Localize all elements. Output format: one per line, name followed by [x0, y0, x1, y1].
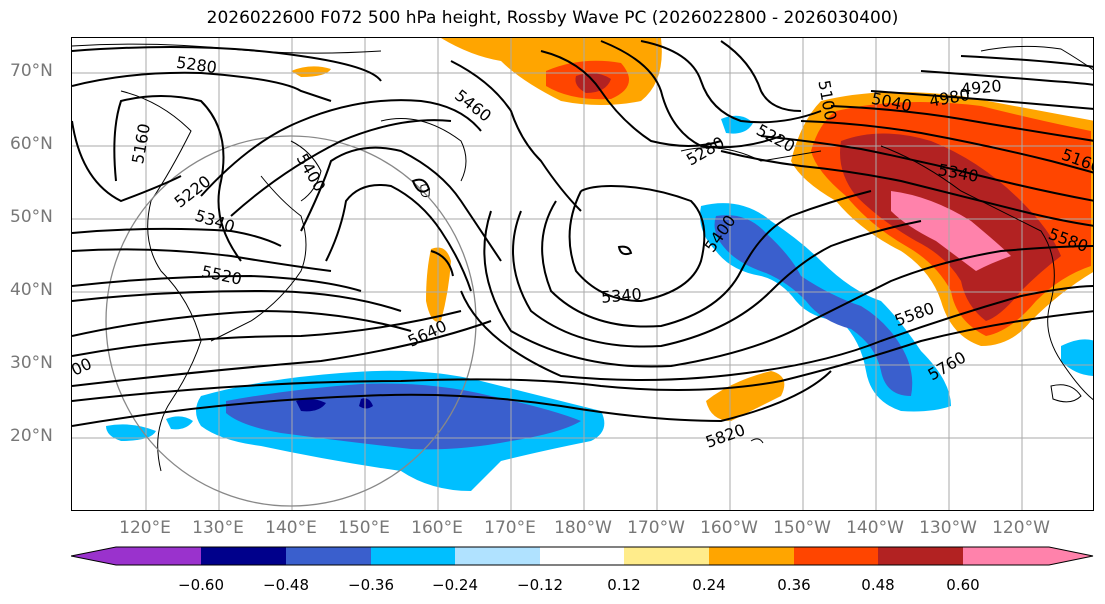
colorbar-tick-label: 0.36: [777, 576, 811, 594]
colorbar-segment: [878, 547, 963, 565]
lon-label: 140°E: [265, 518, 317, 538]
contour-label: 5820: [703, 420, 748, 452]
lon-label: 120°W: [992, 518, 1050, 538]
colorbar-outline: [71, 546, 1094, 566]
colorbar-segment: [455, 547, 540, 565]
negative-anomaly-region: [296, 398, 326, 412]
contour-label: 5160: [128, 122, 154, 165]
lon-label: 130°W: [919, 518, 977, 538]
colorbar-segment: [624, 547, 709, 565]
contour-label: 5580: [892, 298, 937, 330]
contour-label: 5400: [293, 150, 330, 195]
lat-label: 50°N: [10, 207, 53, 227]
lon-label: 120°E: [119, 518, 171, 538]
positive-anomaly-region: [891, 191, 1011, 271]
map-panel: 5280 5160 5220 5400 5340 5520 5460 5280 …: [71, 37, 1094, 511]
lon-label: 160°W: [700, 518, 758, 538]
map-canvas: 5280 5160 5220 5400 5340 5520 5460 5280 …: [72, 38, 1093, 510]
colorbar-tick-label: −0.24: [432, 576, 478, 594]
colorbar-tick-label: −0.48: [263, 576, 309, 594]
anomaly-shading: [106, 38, 1093, 491]
negative-anomaly-region: [106, 424, 156, 441]
colorbar-tick-label: 0.48: [861, 576, 895, 594]
colorbar-tick-label: 0.24: [692, 576, 726, 594]
colorbar-tick-label: −0.60: [178, 576, 224, 594]
lon-label: 170°W: [627, 518, 685, 538]
map-title: 2026022600 F072 500 hPa height, Rossby W…: [206, 8, 899, 28]
contour-label: 4920: [960, 76, 1002, 98]
colorbar-segment: [286, 547, 371, 565]
contour-label: 5340: [600, 284, 642, 306]
height-contours: [72, 40, 1093, 427]
contour-label: 5220: [753, 120, 798, 156]
colorbar-tick-label: 0.60: [946, 576, 980, 594]
lat-label: 20°N: [10, 426, 53, 446]
contour-label: 5520: [200, 262, 244, 289]
negative-anomaly-region: [359, 398, 373, 409]
negative-anomaly-region: [714, 215, 913, 396]
colorbar-segment: [371, 547, 455, 565]
lon-label: 150°W: [773, 518, 831, 538]
lon-label: 160°E: [411, 518, 463, 538]
colorbar-segment: [201, 547, 286, 565]
negative-anomaly-region: [721, 115, 753, 134]
colorbar-tick-label: −0.36: [348, 576, 394, 594]
contour-label: 5460: [451, 86, 495, 126]
lat-label: 30°N: [10, 353, 53, 373]
lon-label: 130°E: [192, 518, 244, 538]
lon-label: 140°W: [846, 518, 904, 538]
lat-label: 60°N: [10, 134, 53, 154]
negative-anomaly-region: [166, 416, 193, 430]
colorbar-tick-label: 0.12: [607, 576, 641, 594]
colorbar-segment: [540, 547, 624, 565]
negative-anomaly-region: [1061, 339, 1093, 376]
reference-circle: [105, 135, 477, 507]
colorbar: [71, 546, 1094, 566]
lat-label: 40°N: [10, 280, 53, 300]
lon-label: 150°E: [338, 518, 390, 538]
colorbar-segment: [71, 547, 201, 565]
contour-label: 5760: [924, 348, 969, 385]
lon-label: 180°W: [554, 518, 612, 538]
positive-anomaly-region: [291, 66, 331, 77]
colorbar-tick-label: −0.12: [517, 576, 563, 594]
colorbar-segments: [71, 547, 1093, 565]
colorbar-segment: [709, 547, 794, 565]
lat-label: 70°N: [10, 61, 53, 81]
colorbar-segment: [963, 547, 1093, 565]
lon-label: 170°E: [484, 518, 536, 538]
colorbar-segment: [794, 547, 878, 565]
contour-label: 5340: [193, 206, 238, 237]
